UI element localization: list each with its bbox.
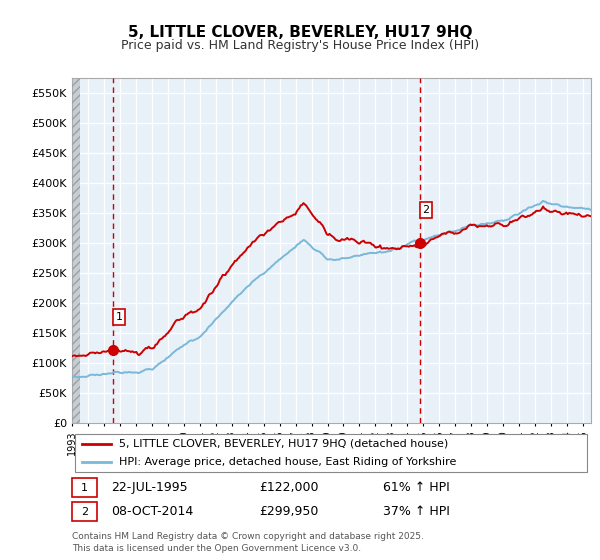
FancyBboxPatch shape	[74, 433, 587, 472]
Bar	[72, 78, 80, 423]
Text: 2: 2	[422, 205, 430, 215]
Text: £122,000: £122,000	[259, 482, 319, 494]
Text: 2: 2	[81, 507, 88, 517]
Text: 1: 1	[116, 312, 122, 322]
Text: 22-JUL-1995: 22-JUL-1995	[111, 482, 188, 494]
Text: 5, LITTLE CLOVER, BEVERLEY, HU17 9HQ: 5, LITTLE CLOVER, BEVERLEY, HU17 9HQ	[128, 25, 472, 40]
Text: 37% ↑ HPI: 37% ↑ HPI	[383, 505, 450, 518]
Text: 61% ↑ HPI: 61% ↑ HPI	[383, 482, 450, 494]
Text: 1: 1	[81, 483, 88, 493]
Text: Contains HM Land Registry data © Crown copyright and database right 2025.
This d: Contains HM Land Registry data © Crown c…	[72, 533, 424, 553]
Bar	[72, 78, 80, 423]
Text: Price paid vs. HM Land Registry's House Price Index (HPI): Price paid vs. HM Land Registry's House …	[121, 39, 479, 52]
Text: 5, LITTLE CLOVER, BEVERLEY, HU17 9HQ (detached house): 5, LITTLE CLOVER, BEVERLEY, HU17 9HQ (de…	[119, 439, 448, 449]
Text: £299,950: £299,950	[259, 505, 318, 518]
Text: 08-OCT-2014: 08-OCT-2014	[111, 505, 193, 518]
Bar	[72, 478, 97, 497]
Bar	[72, 502, 97, 521]
Text: HPI: Average price, detached house, East Riding of Yorkshire: HPI: Average price, detached house, East…	[119, 457, 456, 466]
